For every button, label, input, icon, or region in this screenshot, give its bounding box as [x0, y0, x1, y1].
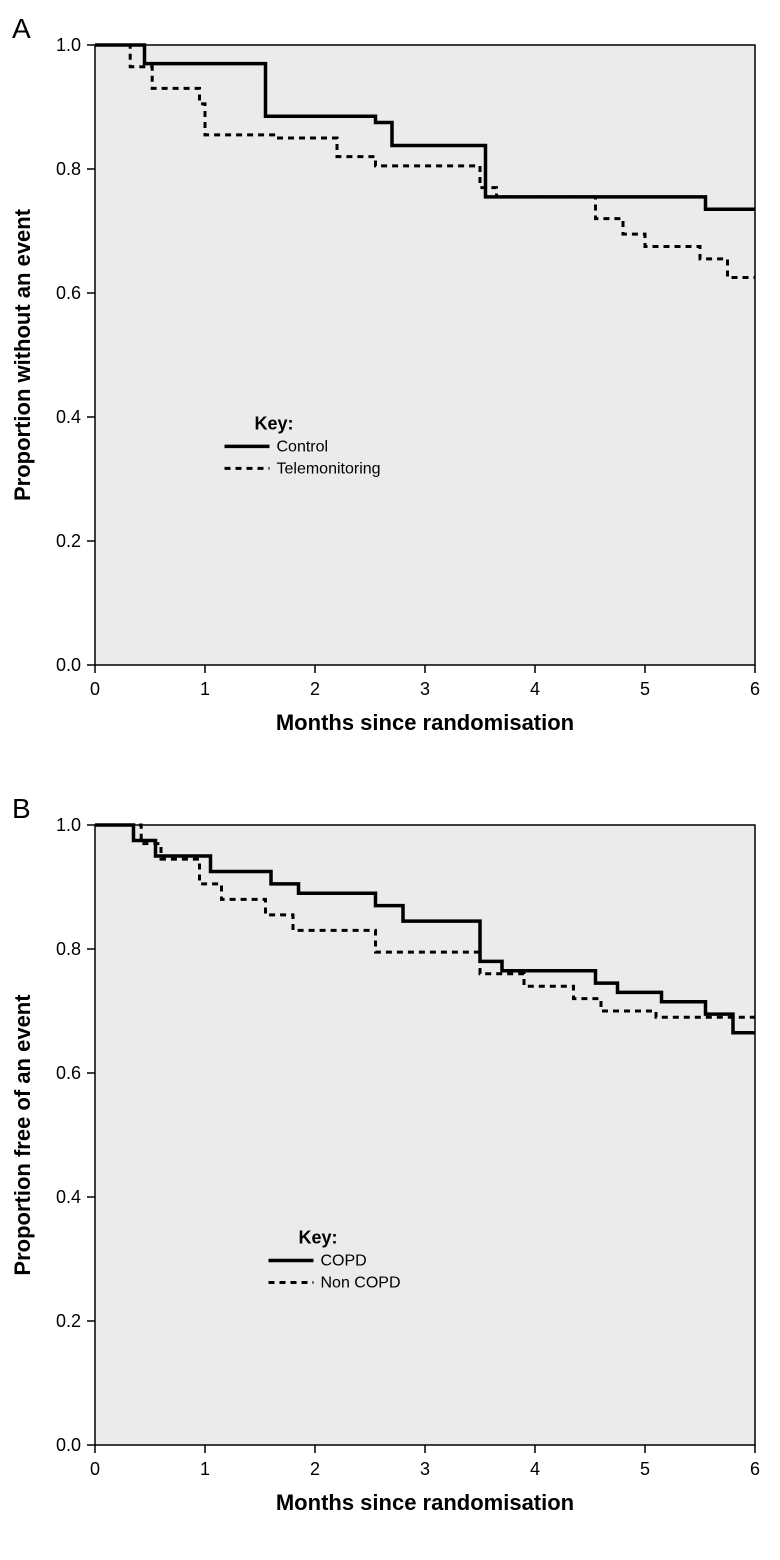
legend-label: Non COPD	[321, 1275, 401, 1292]
x-tick-label: 2	[310, 1459, 320, 1479]
panel-label: B	[12, 793, 31, 824]
y-axis-label: Proportion without an event	[10, 208, 35, 501]
y-tick-label: 0.8	[56, 939, 81, 959]
y-tick-label: 0.8	[56, 159, 81, 179]
x-axis-label: Months since randomisation	[276, 710, 574, 735]
legend-label: Telemonitoring	[277, 460, 381, 477]
legend-title: Key:	[299, 1228, 338, 1248]
plot-background	[95, 45, 755, 665]
x-tick-label: 6	[750, 679, 760, 699]
y-tick-label: 0.6	[56, 283, 81, 303]
x-tick-label: 3	[420, 1459, 430, 1479]
legend-label: Control	[277, 438, 329, 455]
plot-background	[95, 825, 755, 1445]
panel-b: 0 1 2 3 4 5 6 0.0 0.2 0.4 0.6 0.8 1.0 Months since ra…	[0, 780, 780, 1540]
x-axis-label: Months since randomisation	[276, 1490, 574, 1515]
y-tick-label: 1.0	[56, 815, 81, 835]
legend-title: Key:	[255, 413, 294, 433]
y-tick-label: 0.4	[56, 1187, 81, 1207]
x-tick-label: 4	[530, 679, 540, 699]
panel-label: A	[12, 13, 31, 44]
x-tick-label: 1	[200, 1459, 210, 1479]
y-axis-label: Proportion free of an event	[10, 994, 35, 1276]
y-tick-label: 0.2	[56, 531, 81, 551]
chart-a-svg: 0 1 2 3 4 5 6 0.0 0.2 0.4 0.6 0.8 1.0 Months since ra…	[0, 0, 780, 760]
y-tick-label: 0.6	[56, 1063, 81, 1083]
y-tick-label: 0.4	[56, 407, 81, 427]
chart-b-svg: 0 1 2 3 4 5 6 0.0 0.2 0.4 0.6 0.8 1.0 Months since ra…	[0, 780, 780, 1540]
x-tick-label: 5	[640, 679, 650, 699]
y-tick-label: 0.0	[56, 655, 81, 675]
x-tick-label: 6	[750, 1459, 760, 1479]
x-tick-label: 4	[530, 1459, 540, 1479]
y-tick-label: 1.0	[56, 35, 81, 55]
legend-label: COPD	[321, 1253, 367, 1270]
panel-a: 0 1 2 3 4 5 6 0.0 0.2 0.4 0.6 0.8 1.0 Months since ra…	[0, 0, 780, 760]
x-tick-label: 2	[310, 679, 320, 699]
y-tick-label: 0.0	[56, 1435, 81, 1455]
x-tick-label: 0	[90, 1459, 100, 1479]
x-tick-label: 3	[420, 679, 430, 699]
figure-kaplan-meier: 0 1 2 3 4 5 6 0.0 0.2 0.4 0.6 0.8 1.0 Months since ra…	[0, 0, 780, 1540]
x-tick-label: 5	[640, 1459, 650, 1479]
x-tick-label: 1	[200, 679, 210, 699]
x-tick-label: 0	[90, 679, 100, 699]
y-tick-label: 0.2	[56, 1311, 81, 1331]
